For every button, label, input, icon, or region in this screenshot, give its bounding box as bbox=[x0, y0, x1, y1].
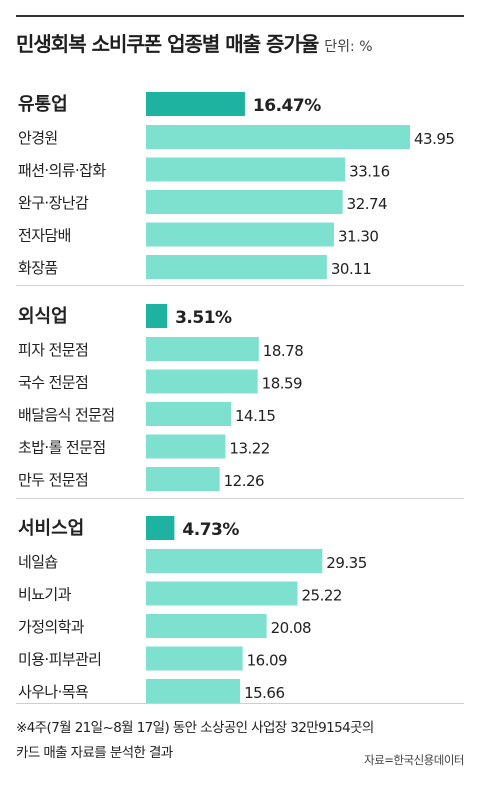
group-separator bbox=[16, 498, 464, 499]
group-bar bbox=[146, 304, 168, 328]
category-label: 미용·피부관리 bbox=[18, 651, 101, 669]
category-label: 가정의학과 bbox=[18, 618, 85, 636]
value-label: 43.95 bbox=[414, 130, 454, 148]
category-label: 사우나·목욕 bbox=[18, 683, 88, 701]
top-rule bbox=[16, 15, 464, 17]
item-bar bbox=[146, 222, 335, 247]
value-label: 13.22 bbox=[229, 440, 269, 458]
item-bar bbox=[146, 369, 258, 394]
value-label: 18.59 bbox=[262, 375, 302, 393]
source-credit: 자료=한국신용데이터 bbox=[364, 753, 464, 767]
item-bar bbox=[146, 125, 410, 149]
item-bar bbox=[146, 614, 267, 638]
value-label: 14.15 bbox=[235, 407, 275, 425]
chart-title: 민생회복 소비쿠폰 업종별 매출 증가율 bbox=[16, 32, 319, 56]
category-label: 네일숍 bbox=[18, 553, 58, 571]
footnote-separator bbox=[16, 703, 464, 704]
group-label: 유통업 bbox=[18, 94, 68, 115]
item-bar bbox=[146, 581, 298, 606]
item-bar bbox=[146, 402, 231, 426]
category-label: 전자담배 bbox=[18, 227, 71, 245]
item-bar bbox=[146, 549, 323, 573]
value-label: 20.08 bbox=[271, 619, 311, 637]
group-separator bbox=[16, 285, 464, 286]
value-label: 32.74 bbox=[347, 195, 387, 213]
unit-label: 단위: % bbox=[324, 39, 373, 55]
value-label: 12.26 bbox=[224, 472, 264, 490]
category-label: 비뇨기과 bbox=[18, 586, 72, 604]
group-value-label: 4.73% bbox=[182, 520, 239, 540]
value-label: 29.35 bbox=[326, 554, 366, 572]
category-label: 안경원 bbox=[18, 129, 58, 147]
category-label: 피자 전문점 bbox=[18, 341, 88, 359]
category-label: 배달음식 전문점 bbox=[18, 406, 115, 424]
footnote-line-2: 카드 매출 자료를 분석한 결과 bbox=[16, 745, 173, 761]
value-label: 15.66 bbox=[244, 684, 284, 702]
group-label: 외식업 bbox=[18, 306, 68, 327]
category-label: 화장품 bbox=[18, 259, 58, 277]
category-label: 패션·의류·잡화 bbox=[18, 162, 106, 180]
value-label: 33.16 bbox=[349, 163, 389, 181]
item-bar bbox=[146, 467, 220, 491]
item-bar bbox=[146, 679, 241, 703]
item-bar bbox=[146, 190, 343, 214]
item-bar bbox=[146, 255, 327, 279]
category-label: 만두 전문점 bbox=[18, 471, 88, 489]
item-bar bbox=[146, 337, 259, 361]
value-label: 18.78 bbox=[263, 342, 303, 360]
category-label: 완구·장난감 bbox=[18, 194, 89, 212]
value-label: 25.22 bbox=[301, 587, 341, 605]
group-bar bbox=[146, 92, 245, 116]
item-bar bbox=[146, 157, 346, 182]
category-label: 초밥·롤 전문점 bbox=[18, 439, 106, 457]
group-bar bbox=[146, 516, 175, 540]
value-label: 30.11 bbox=[331, 260, 371, 278]
group-value-label: 16.47% bbox=[253, 96, 321, 116]
chart-header: 민생회복 소비쿠폰 업종별 매출 증가율 단위: % bbox=[16, 28, 373, 58]
footnote-line-1: ※4주(7월 21일~8월 17일) 동안 소상공인 사업장 32만9154곳의 bbox=[16, 720, 374, 736]
value-label: 16.09 bbox=[247, 652, 287, 670]
item-bar bbox=[146, 646, 243, 671]
value-label: 31.30 bbox=[338, 228, 378, 246]
group-label: 서비스업 bbox=[18, 518, 84, 539]
group-value-label: 3.51% bbox=[175, 308, 232, 328]
category-label: 국수 전문점 bbox=[18, 374, 88, 392]
item-bar bbox=[146, 434, 226, 459]
